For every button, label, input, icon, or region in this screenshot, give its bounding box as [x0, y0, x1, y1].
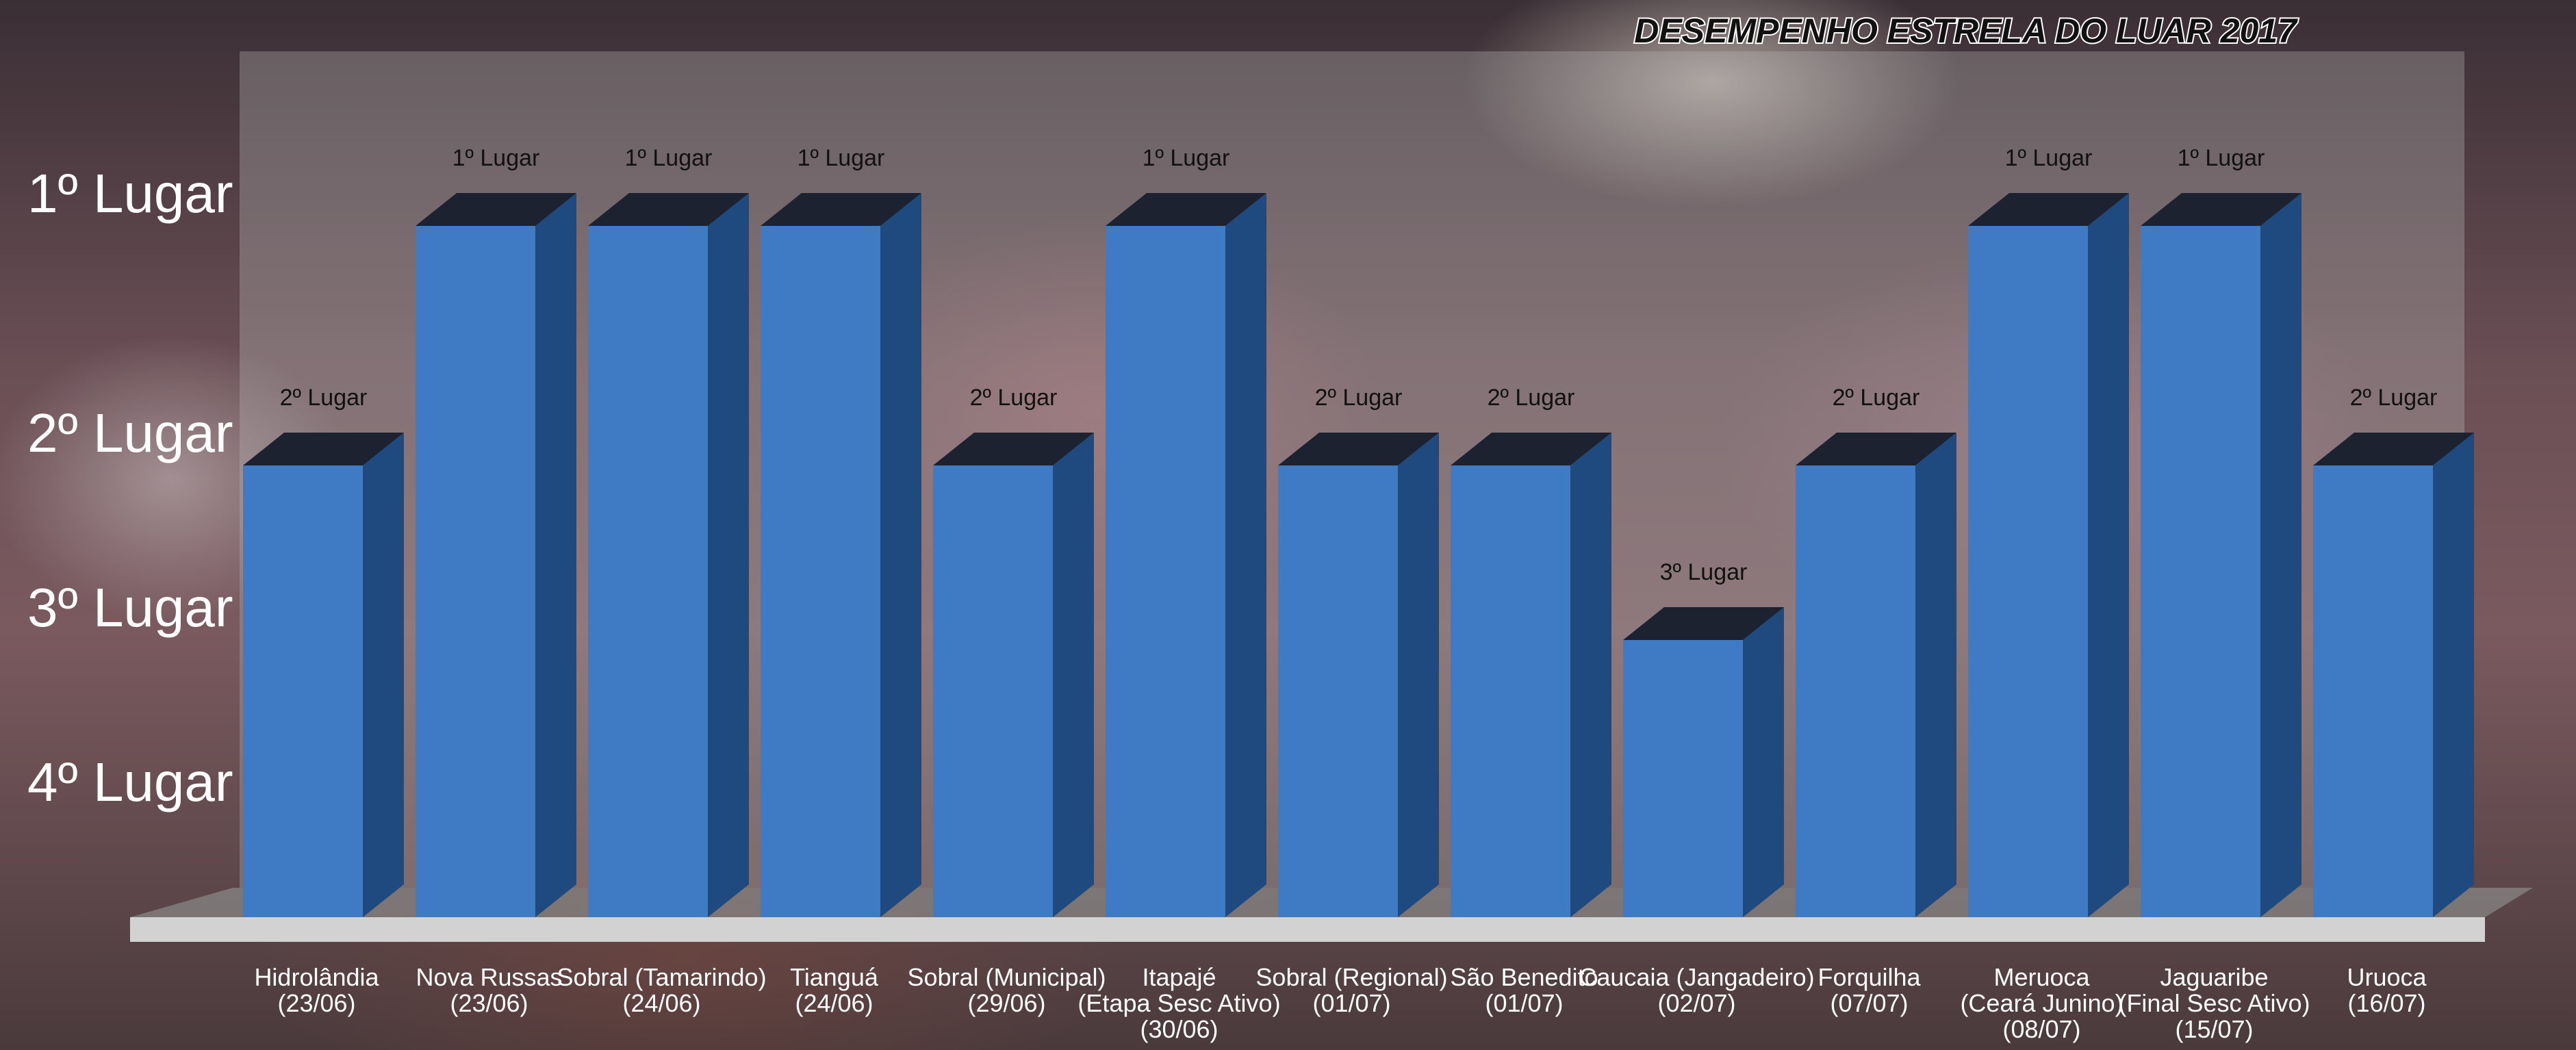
bar-top: [761, 193, 921, 226]
data-label: 2º Lugar: [1833, 385, 1920, 411]
bar-side: [363, 433, 404, 917]
category-label: Forquilha (07/07): [1818, 963, 1921, 1017]
data-label: 1º Lugar: [452, 145, 540, 171]
bar-side: [880, 193, 921, 917]
bar: [2313, 433, 2474, 917]
bar-top: [1451, 433, 1611, 465]
bar-side: [1398, 433, 1439, 917]
bar-top: [2141, 193, 2301, 226]
y-axis-ticks: 1º Lugar 2º Lugar 3º Lugar 4º Lugar: [27, 163, 233, 812]
bar: [1968, 193, 2129, 917]
data-label: 2º Lugar: [280, 385, 368, 411]
bar-front: [1796, 465, 1915, 917]
bar-top: [1968, 193, 2129, 226]
bar-side: [535, 193, 576, 917]
category-label: Meruoca (Ceará Junino) (08/07): [1960, 963, 2123, 1043]
category-label: Tianguá (24/06): [790, 963, 879, 1017]
bar-front: [416, 226, 535, 917]
bar-side: [2088, 193, 2129, 917]
bar-series: [243, 193, 2474, 917]
data-label: 3º Lugar: [1660, 559, 1748, 585]
data-label: 1º Lugar: [2178, 145, 2265, 171]
bar-top: [416, 193, 576, 226]
category-label: Caucaia (Jangadeiro) (02/07): [1579, 963, 1814, 1017]
bar: [243, 433, 404, 917]
bar-front: [1106, 226, 1225, 917]
bar-top: [2313, 433, 2474, 465]
x-axis-labels: Hidrolândia (23/06)Nova Russas (23/06)Sobr…: [254, 963, 2427, 1043]
category-label: Hidrolândia (23/06): [254, 963, 379, 1017]
bar: [2141, 193, 2301, 917]
bar-top: [1623, 607, 1784, 640]
bar: [1106, 193, 1266, 917]
bar-side: [1053, 433, 1094, 917]
category-label: Nova Russas (23/06): [416, 963, 562, 1017]
data-label: 1º Lugar: [2005, 145, 2093, 171]
bar-front: [243, 465, 363, 917]
bar-side: [1570, 433, 1611, 917]
bar-side: [708, 193, 749, 917]
data-label: 2º Lugar: [1315, 385, 1403, 411]
bar: [1796, 433, 1956, 917]
bar-side: [1915, 433, 1956, 917]
bar-top: [933, 433, 1094, 465]
y-tick-label: 3º Lugar: [27, 577, 233, 638]
category-label: Uruoca (16/07): [2347, 963, 2427, 1017]
category-label: Sobral (Regional) (01/07): [1255, 963, 1447, 1017]
bar-front: [1451, 465, 1570, 917]
bar: [761, 193, 921, 917]
bar: [1623, 607, 1784, 917]
data-label: 2º Lugar: [1488, 385, 1575, 411]
chart-title: DESEMPENHO ESTRELA DO LUAR 2017: [1634, 12, 2298, 50]
chart-floor-front: [130, 917, 2485, 942]
bar-top: [243, 433, 404, 465]
data-label: 2º Lugar: [2350, 385, 2438, 411]
data-label: 1º Lugar: [798, 145, 885, 171]
data-labels: 2º Lugar 1º Lugar 1º Lugar 1º Lugar 2º Lugar…: [280, 145, 2438, 585]
bar-front: [761, 226, 880, 917]
bar-front: [933, 465, 1053, 917]
bar: [1451, 433, 1611, 917]
y-tick-label: 2º Lugar: [27, 402, 233, 463]
bar-top: [1278, 433, 1439, 465]
bar: [1278, 433, 1439, 917]
category-label: Itapajé (Etapa Sesc Ativo) (30/06): [1077, 963, 1280, 1043]
category-label: Sobral (Tamarindo) (24/06): [557, 963, 766, 1017]
data-label: 2º Lugar: [970, 385, 1058, 411]
bar-front: [2141, 226, 2260, 917]
bar-front: [2313, 465, 2433, 917]
bar-side: [1743, 607, 1784, 917]
bar-top: [1796, 433, 1956, 465]
bar-side: [1225, 193, 1266, 917]
bar-side: [2260, 193, 2301, 917]
bar: [416, 193, 576, 917]
bar-front: [588, 226, 708, 917]
y-tick-label: 4º Lugar: [27, 752, 233, 812]
bar-front: [1623, 640, 1743, 917]
bar-top: [1106, 193, 1266, 226]
data-label: 1º Lugar: [625, 145, 713, 171]
bar: [588, 193, 749, 917]
category-label: Sobral (Municipal) (29/06): [907, 963, 1106, 1017]
bar-side: [2433, 433, 2474, 917]
bar-front: [1278, 465, 1398, 917]
data-label: 1º Lugar: [1143, 145, 1230, 171]
category-label: São Benedito (01/07): [1450, 963, 1598, 1017]
category-label: Jaguaribe (Final Sesc Ativo) (15/07): [2118, 963, 2310, 1043]
bar-top: [588, 193, 749, 226]
bar-front: [1968, 226, 2088, 917]
bar: [933, 433, 1094, 917]
y-tick-label: 1º Lugar: [27, 163, 233, 224]
